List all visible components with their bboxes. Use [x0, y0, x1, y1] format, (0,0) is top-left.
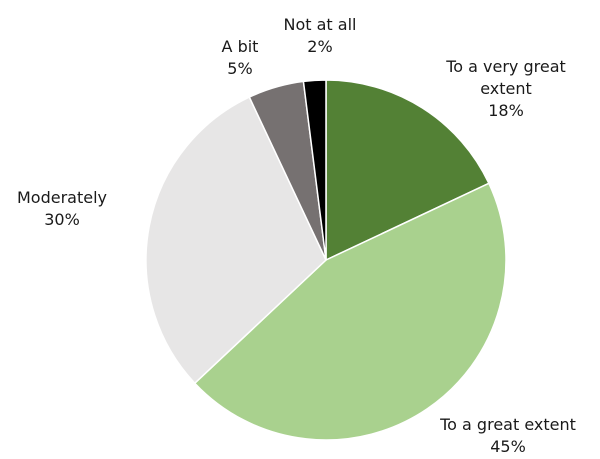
slice-label-0: To a very great extent 18% — [445, 57, 566, 120]
slice-percent-label: 2% — [307, 37, 332, 56]
slice-category-label: extent — [480, 79, 532, 98]
slice-percent-label: 5% — [227, 59, 252, 78]
slice-label-4: Not at all 2% — [284, 15, 357, 56]
pie-slice-0 — [325, 79, 490, 262]
slice-percent-label: 45% — [490, 437, 526, 456]
slice-percent-label: 18% — [488, 101, 524, 120]
slice-category-label: A bit — [222, 37, 259, 56]
slice-category-label: To a very great — [445, 57, 566, 76]
pie-slices — [145, 79, 507, 441]
slice-category-label: Not at all — [284, 15, 357, 34]
slice-category-label: Moderately — [17, 188, 107, 207]
slice-percent-label: 30% — [44, 210, 80, 229]
slice-label-2: Moderately 30% — [17, 188, 107, 229]
pie-slice-1 — [193, 182, 507, 441]
pie-slice-4 — [302, 79, 327, 261]
slice-category-label: To a great extent — [439, 415, 576, 434]
slice-label-3: A bit 5% — [222, 37, 259, 78]
pie-slice-2 — [145, 96, 327, 385]
pie-labels: To a very great extent 18% To a great exten… — [17, 15, 576, 456]
slice-label-1: To a great extent 45% — [439, 415, 576, 456]
